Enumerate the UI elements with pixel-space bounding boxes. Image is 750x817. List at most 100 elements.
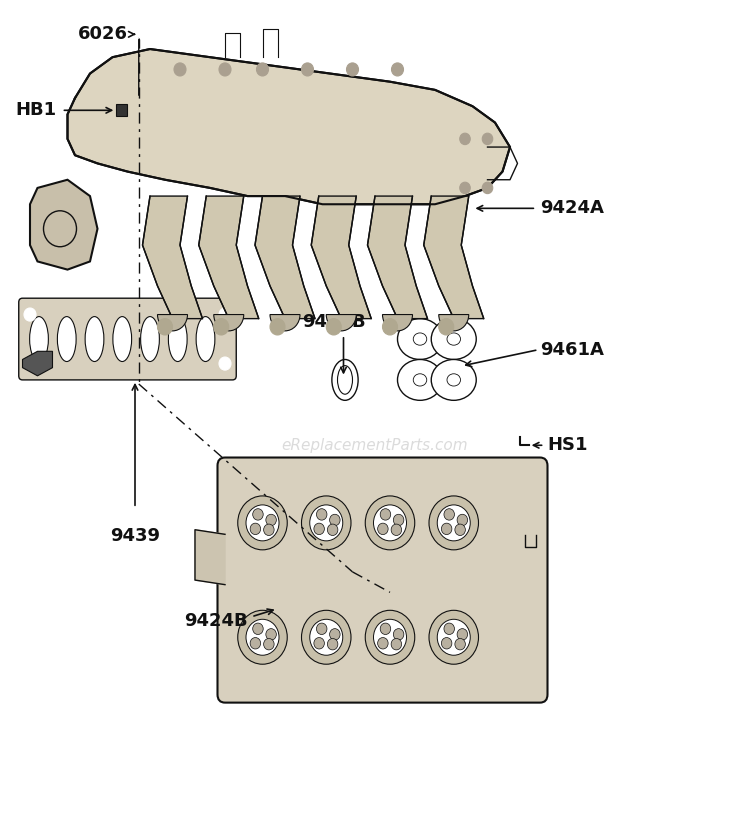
Ellipse shape (338, 366, 352, 395)
Circle shape (329, 628, 340, 640)
Wedge shape (326, 315, 356, 331)
FancyBboxPatch shape (217, 458, 548, 703)
Ellipse shape (398, 359, 442, 400)
Polygon shape (195, 529, 225, 585)
Text: 9461B: 9461B (302, 313, 365, 331)
Circle shape (393, 514, 404, 525)
Circle shape (460, 182, 470, 194)
Circle shape (392, 638, 402, 650)
Circle shape (266, 628, 276, 640)
Ellipse shape (447, 333, 460, 345)
Circle shape (310, 619, 343, 655)
Ellipse shape (332, 359, 358, 400)
Circle shape (139, 29, 149, 40)
Circle shape (374, 619, 406, 655)
Polygon shape (199, 196, 259, 319)
Circle shape (158, 319, 172, 335)
Ellipse shape (112, 317, 132, 361)
Circle shape (393, 628, 404, 640)
Circle shape (251, 523, 261, 534)
Circle shape (442, 523, 452, 534)
Bar (116, 104, 128, 116)
Ellipse shape (431, 319, 476, 359)
Wedge shape (270, 315, 300, 331)
Ellipse shape (85, 317, 104, 361)
Circle shape (314, 637, 325, 649)
Circle shape (346, 63, 358, 76)
Circle shape (378, 523, 388, 534)
Circle shape (214, 319, 229, 335)
Circle shape (378, 637, 388, 649)
Circle shape (382, 319, 398, 335)
Ellipse shape (57, 317, 76, 361)
Circle shape (429, 610, 478, 664)
Circle shape (264, 638, 274, 650)
Circle shape (316, 509, 327, 520)
Circle shape (253, 623, 263, 635)
Ellipse shape (196, 317, 214, 361)
Ellipse shape (30, 317, 48, 361)
Circle shape (302, 63, 313, 76)
Wedge shape (439, 315, 469, 331)
Circle shape (266, 514, 276, 525)
Ellipse shape (413, 333, 427, 345)
Polygon shape (22, 351, 53, 376)
Polygon shape (68, 49, 510, 204)
Text: HB1: HB1 (15, 101, 56, 119)
Circle shape (314, 523, 325, 534)
FancyBboxPatch shape (19, 298, 236, 380)
Text: eReplacementParts.com: eReplacementParts.com (282, 438, 468, 453)
Circle shape (302, 496, 351, 550)
Circle shape (392, 524, 402, 535)
Circle shape (302, 610, 351, 664)
Circle shape (328, 638, 338, 650)
Polygon shape (255, 196, 315, 319)
Circle shape (219, 308, 231, 321)
Ellipse shape (141, 317, 159, 361)
Circle shape (392, 63, 404, 76)
Wedge shape (382, 315, 412, 331)
Circle shape (437, 505, 470, 541)
Circle shape (24, 308, 36, 321)
Circle shape (253, 509, 263, 520)
Circle shape (270, 319, 285, 335)
Circle shape (310, 505, 343, 541)
Ellipse shape (447, 374, 460, 386)
Circle shape (326, 319, 341, 335)
Circle shape (482, 133, 493, 145)
Circle shape (316, 623, 327, 635)
Text: 9439: 9439 (110, 527, 160, 545)
Text: 6026: 6026 (77, 25, 128, 43)
Ellipse shape (168, 317, 188, 361)
Circle shape (365, 496, 415, 550)
Polygon shape (368, 196, 428, 319)
Circle shape (460, 133, 470, 145)
Circle shape (256, 63, 268, 76)
Circle shape (374, 505, 406, 541)
Wedge shape (214, 315, 244, 331)
Circle shape (328, 524, 338, 535)
Circle shape (442, 637, 452, 649)
Polygon shape (142, 196, 202, 319)
Wedge shape (158, 315, 188, 331)
Circle shape (444, 623, 454, 635)
Circle shape (437, 619, 470, 655)
Circle shape (251, 637, 261, 649)
Circle shape (380, 509, 391, 520)
Circle shape (457, 628, 467, 640)
Polygon shape (311, 196, 371, 319)
Circle shape (457, 514, 467, 525)
Circle shape (380, 623, 391, 635)
Circle shape (439, 319, 454, 335)
Circle shape (246, 619, 279, 655)
Polygon shape (424, 196, 484, 319)
Ellipse shape (431, 359, 476, 400)
Circle shape (365, 610, 415, 664)
Circle shape (219, 357, 231, 370)
Circle shape (264, 524, 274, 535)
Circle shape (219, 63, 231, 76)
Ellipse shape (398, 319, 442, 359)
Circle shape (455, 638, 466, 650)
Text: 9424B: 9424B (184, 612, 248, 630)
Text: 9461A: 9461A (540, 341, 604, 359)
